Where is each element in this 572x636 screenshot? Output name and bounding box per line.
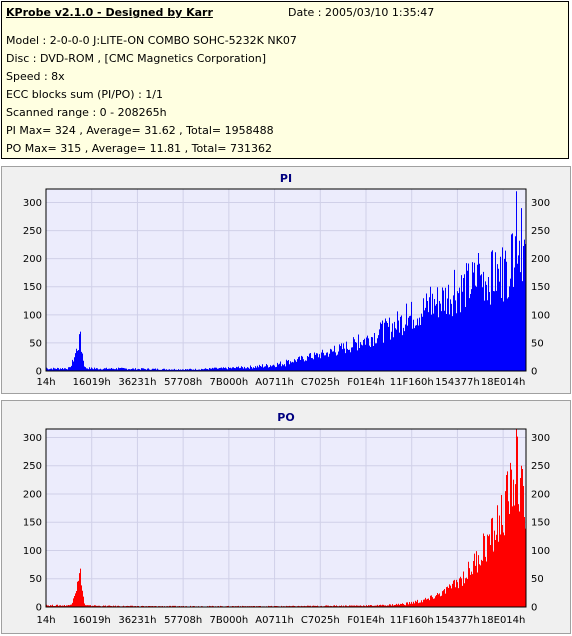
x-tick-label: 16019h [73, 377, 111, 388]
y-tick-label-right: 0 [531, 603, 537, 614]
x-tick-label: 11F160h [390, 377, 434, 388]
po-chart-panel: PO 0 0 50 50 100 100 150 150 200 200 250 250 300 300 14… [1, 400, 571, 634]
y-tick-label-right: 0 [531, 367, 537, 378]
x-tick-label: 57708h [164, 615, 202, 626]
info-pi-stats: PI Max= 324 , Average= 31.62 , Total= 19… [6, 124, 274, 137]
chart-title: PO [277, 411, 294, 424]
x-tick-label: 154377h [435, 615, 480, 626]
y-tick-label-right: 200 [531, 254, 550, 265]
plot-area [45, 428, 527, 608]
info-ecc: ECC blocks sum (PI/PO) : 1/1 [6, 88, 163, 101]
x-tick-label: 36231h [118, 615, 156, 626]
info-speed: Speed : 8x [6, 70, 65, 83]
y-tick-label-left: 0 [36, 367, 42, 378]
y-tick-label-right: 100 [531, 546, 550, 557]
x-tick-label: F01E4h [347, 615, 385, 626]
data-series [46, 429, 526, 607]
y-tick-label-left: 150 [23, 282, 42, 293]
y-tick-label-right: 250 [531, 461, 550, 472]
plot-border [45, 428, 527, 608]
scan-date: Date : 2005/03/10 1:35:47 [288, 6, 435, 19]
pi-chart-panel: PI 0 0 50 50 100 100 150 150 200 200 250 250 300 300 14… [1, 166, 571, 394]
x-tick-label: 18E014h [481, 377, 525, 388]
y-tick-label-left: 250 [23, 226, 42, 237]
plot-border [45, 188, 527, 372]
info-po-stats: PO Max= 315 , Average= 11.81 , Total= 73… [6, 142, 272, 155]
data-series [46, 191, 526, 371]
pi-chart: PI 0 0 50 50 100 100 150 150 200 200 250 250 300 300 14… [23, 172, 550, 388]
x-tick-label: 11F160h [390, 615, 434, 626]
y-tick-label-left: 250 [23, 461, 42, 472]
y-tick-label-right: 200 [531, 489, 550, 500]
info-panel: KProbe v2.1.0 - Designed by Karr Date : … [1, 1, 569, 159]
y-tick-label-right: 300 [531, 433, 550, 444]
x-tick-label: 14h [36, 615, 55, 626]
y-tick-label-right: 300 [531, 198, 550, 209]
x-tick-label: 16019h [73, 615, 111, 626]
y-tick-label-left: 150 [23, 518, 42, 529]
chart-title: PI [280, 172, 292, 185]
y-tick-label-right: 100 [531, 310, 550, 321]
po-chart: PO 0 0 50 50 100 100 150 150 200 200 250 250 300 300 14… [23, 411, 550, 626]
x-tick-label: A0711h [255, 615, 294, 626]
y-tick-label-right: 50 [531, 338, 544, 349]
app-title: KProbe v2.1.0 - Designed by Karr [6, 6, 213, 19]
x-tick-label: F01E4h [347, 377, 385, 388]
y-tick-label-left: 50 [29, 574, 42, 585]
info-disc: Disc : DVD-ROM , [CMC Magnetics Corporat… [6, 52, 267, 65]
x-tick-label: A0711h [255, 377, 294, 388]
y-tick-label-left: 200 [23, 489, 42, 500]
y-tick-label-left: 0 [36, 603, 42, 614]
y-tick-label-left: 300 [23, 433, 42, 444]
y-tick-label-left: 100 [23, 546, 42, 557]
y-tick-label-left: 200 [23, 254, 42, 265]
info-model: Model : 2-0-0-0 J:LITE-ON COMBO SOHC-523… [6, 34, 297, 47]
x-tick-label: 18E014h [481, 615, 525, 626]
y-tick-label-left: 300 [23, 198, 42, 209]
y-tick-label-left: 50 [29, 338, 42, 349]
x-tick-label: 36231h [118, 377, 156, 388]
x-tick-label: 7B000h [210, 615, 249, 626]
y-tick-label-right: 150 [531, 518, 550, 529]
info-range: Scanned range : 0 - 208265h [6, 106, 167, 119]
x-tick-label: C7025h [301, 615, 340, 626]
y-tick-label-left: 100 [23, 310, 42, 321]
x-tick-label: C7025h [301, 377, 340, 388]
x-tick-label: 14h [36, 377, 55, 388]
x-tick-label: 57708h [164, 377, 202, 388]
x-tick-label: 7B000h [210, 377, 249, 388]
y-tick-label-right: 250 [531, 226, 550, 237]
x-tick-label: 154377h [435, 377, 480, 388]
y-tick-label-right: 150 [531, 282, 550, 293]
y-tick-label-right: 50 [531, 574, 544, 585]
